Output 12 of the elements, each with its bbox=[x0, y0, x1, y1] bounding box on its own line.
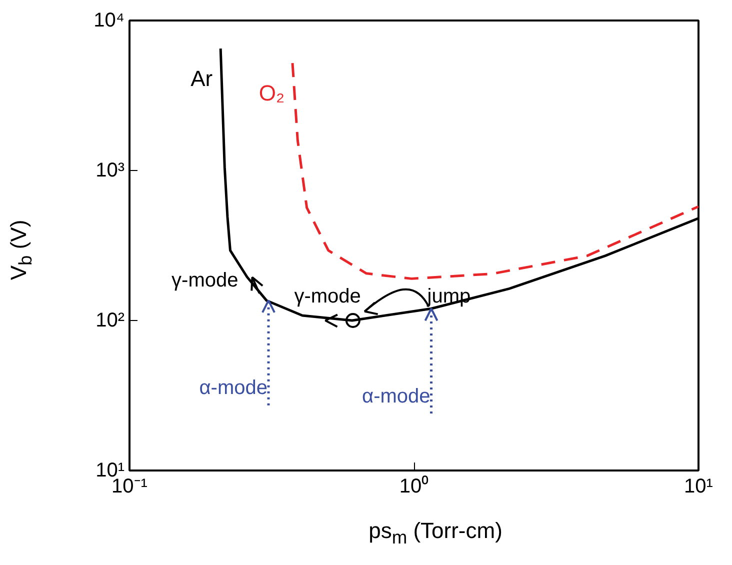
annotation: γ-mode bbox=[294, 285, 361, 308]
annotation: α-mode bbox=[362, 385, 430, 408]
y-tick-label: 10³ bbox=[96, 160, 125, 182]
y-tick-label: 10⁴ bbox=[94, 10, 125, 32]
x-tick-label: 10¹ bbox=[684, 476, 714, 498]
y-tick-label: 10² bbox=[96, 310, 125, 332]
series-label: O₂ bbox=[258, 80, 284, 106]
series-label: Ar bbox=[190, 66, 213, 92]
annotation: α-mode bbox=[199, 377, 268, 400]
annotation: γ-mode bbox=[172, 269, 238, 292]
x-axis-title: ps$_{m}$ (Torr-cm) bbox=[368, 517, 504, 550]
x-tick-label: 10⁰ bbox=[399, 474, 429, 498]
